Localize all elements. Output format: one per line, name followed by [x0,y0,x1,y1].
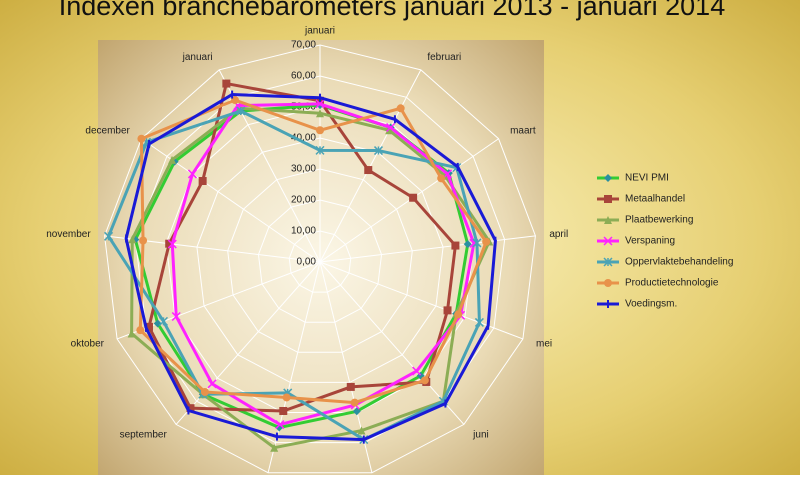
marker [604,174,612,182]
grid-line [104,44,536,474]
category-label: december [85,125,130,136]
marker [472,238,482,248]
marker [165,239,174,248]
marker [282,393,291,402]
marker [346,382,355,391]
category-label: oktober [71,339,105,350]
marker [386,122,396,133]
legend-label: Voedingsm. [625,299,677,310]
category-label: februari [427,52,461,63]
marker [207,379,217,389]
y-tick-label: 30,00 [291,164,316,175]
marker [137,134,146,143]
marker [364,166,373,175]
legend-label: Metaalhandel [625,194,685,205]
marker [279,406,288,415]
marker [350,398,359,407]
marker [315,145,325,155]
marker [604,195,612,203]
series-line [138,98,488,405]
marker [127,329,136,338]
marker [474,317,484,327]
marker [167,239,177,249]
marker [316,109,324,118]
category-label: november [46,229,91,240]
marker [443,306,452,315]
marker [420,376,429,385]
marker [454,310,463,319]
grid-line [134,75,506,444]
category-label: september [120,430,168,441]
legend-label: Verspaning [625,236,675,247]
marker [158,316,169,326]
marker [604,216,612,224]
chart-title: Indexen branchebarometers januari 2013 -… [59,0,725,21]
grid-line [196,137,444,383]
grid-line [227,168,413,353]
marker [482,237,491,246]
marker [236,106,246,116]
series-line [124,93,497,442]
grid-line [288,230,352,293]
spoke [319,235,536,263]
legend-label: Oppervlaktebehandeling [625,257,733,268]
category-label: mei [536,339,552,350]
legend-label: Plaatbewerking [625,215,693,226]
marker [222,79,231,88]
category-label: juni [472,430,489,441]
marker [171,311,181,322]
marker [357,426,366,435]
marker [144,322,153,331]
marker [396,104,405,113]
marker [443,169,453,179]
marker [437,174,446,183]
y-tick-label: 0,00 [297,257,317,268]
series-line [106,109,481,442]
marker [604,279,612,287]
marker [168,155,177,164]
marker [186,404,195,413]
series-line [170,102,476,427]
marker [409,193,418,202]
marker [412,366,422,376]
grid-line [257,199,383,323]
category-label: april [549,229,568,240]
marker [136,326,145,335]
y-tick-label: 60,00 [291,71,316,82]
marker [373,146,384,156]
marker [198,176,207,185]
marker [187,169,197,179]
category-label: maart [510,125,536,136]
marker [385,126,394,135]
marker [603,236,613,246]
category-label: januari [182,52,213,63]
y-tick-label: 20,00 [291,195,316,206]
legend-label: Productietechnologie [625,278,719,289]
y-tick-label: 10,00 [291,226,316,237]
legend-label: NEVI PMI [625,173,669,184]
marker [316,126,324,135]
marker [451,241,460,250]
marker [463,240,472,249]
marker [270,443,279,452]
marker [200,387,209,396]
y-tick-label: 40,00 [291,133,316,144]
marker [315,99,325,109]
category-label: januari [304,26,335,37]
marker [275,420,285,430]
spoke [319,69,422,263]
marker [603,257,613,267]
marker [104,231,114,241]
y-tick-label: 70,00 [291,40,316,51]
marker [128,235,137,244]
marker [139,236,148,245]
